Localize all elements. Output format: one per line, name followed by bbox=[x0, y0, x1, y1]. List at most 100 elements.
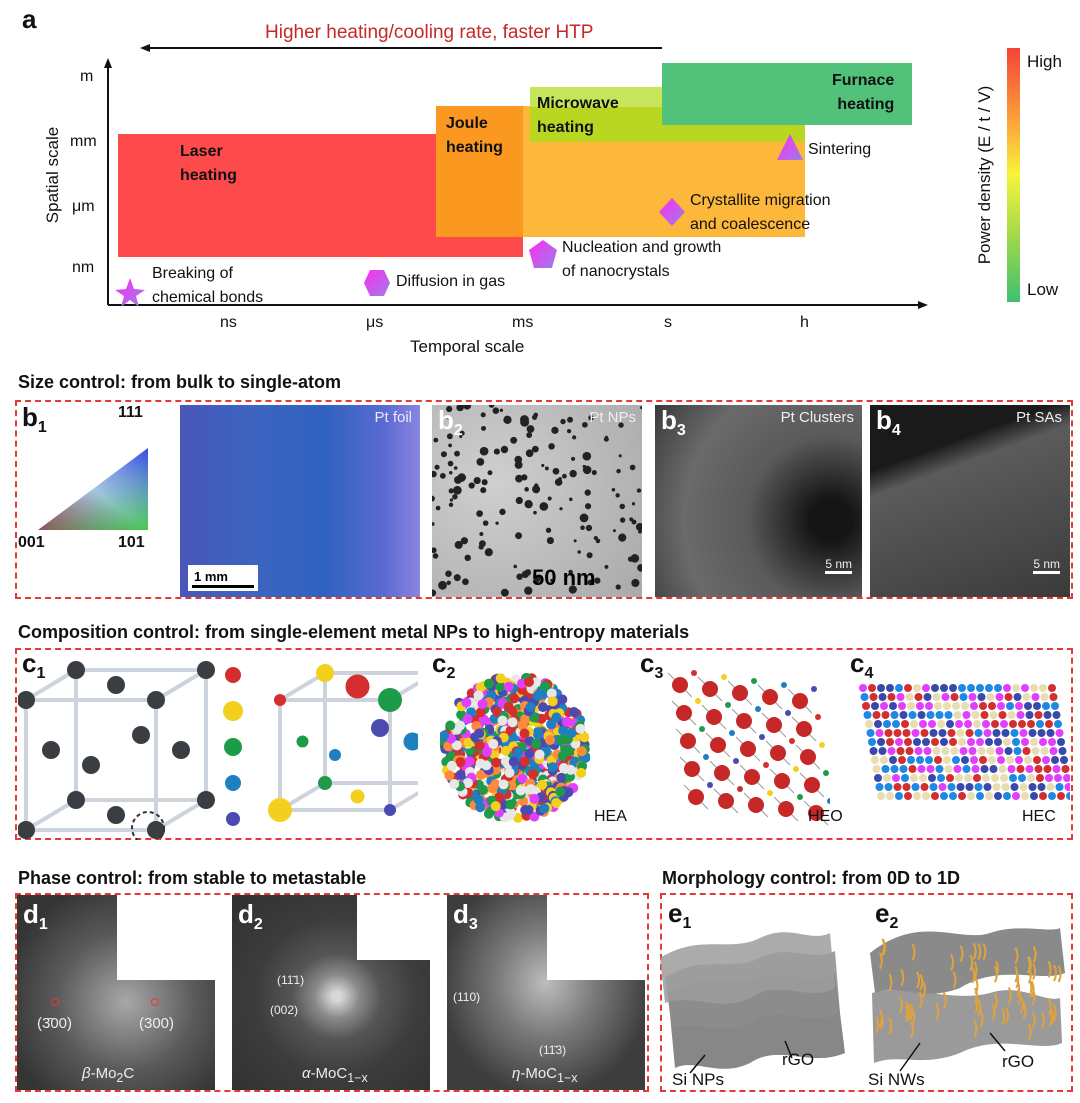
atom bbox=[477, 698, 488, 709]
atom bbox=[1022, 693, 1031, 701]
atom bbox=[976, 792, 984, 800]
atom bbox=[1040, 747, 1049, 755]
oxygen-atom bbox=[684, 761, 700, 777]
atom bbox=[1006, 702, 1014, 710]
nanoparticle bbox=[479, 532, 484, 536]
atom bbox=[950, 693, 959, 701]
nanowire bbox=[935, 1003, 940, 1020]
nanowire bbox=[991, 1004, 996, 1021]
atom bbox=[974, 729, 983, 737]
nanoparticle bbox=[487, 470, 493, 476]
oxygen-atom bbox=[744, 769, 760, 785]
nanowire bbox=[993, 992, 998, 1010]
atom bbox=[1003, 738, 1011, 746]
nanoparticle bbox=[638, 529, 642, 534]
atom bbox=[561, 716, 572, 727]
atom bbox=[1016, 711, 1025, 719]
nanoparticle bbox=[539, 502, 549, 511]
nanowire bbox=[959, 945, 964, 963]
atom bbox=[877, 684, 885, 692]
atom bbox=[371, 719, 389, 737]
atom bbox=[1039, 684, 1047, 692]
atom bbox=[901, 720, 909, 728]
nanoparticle bbox=[492, 407, 500, 414]
atom bbox=[881, 765, 890, 773]
nanoparticle bbox=[579, 513, 589, 523]
atom bbox=[474, 740, 485, 751]
atom bbox=[1000, 720, 1008, 728]
atom bbox=[491, 757, 502, 768]
oxygen-atom bbox=[778, 801, 794, 817]
ipf-label-001: 001 bbox=[18, 534, 45, 551]
atom bbox=[896, 747, 905, 755]
atom bbox=[956, 783, 965, 791]
hea-caption: HEA bbox=[594, 808, 627, 825]
atom bbox=[908, 765, 917, 773]
nanoparticle bbox=[552, 467, 560, 475]
oxygen-atom bbox=[718, 793, 734, 809]
atom bbox=[524, 748, 535, 759]
atom bbox=[1051, 702, 1059, 710]
atom bbox=[1001, 783, 1010, 791]
atom bbox=[922, 792, 930, 800]
atom bbox=[547, 696, 558, 707]
metal-atom bbox=[827, 798, 830, 804]
atom bbox=[917, 711, 926, 719]
nanowire bbox=[1047, 961, 1052, 978]
nanoparticle bbox=[503, 415, 512, 424]
atom bbox=[1045, 720, 1053, 728]
atom bbox=[483, 678, 494, 689]
atom bbox=[919, 774, 927, 782]
atom bbox=[946, 720, 954, 728]
pt-clusters-caption: Pt Clusters bbox=[780, 409, 854, 426]
atom bbox=[519, 756, 530, 767]
nanoparticle bbox=[584, 489, 591, 496]
atom bbox=[875, 729, 884, 737]
heo-caption: HEO bbox=[808, 808, 843, 825]
atom bbox=[949, 792, 957, 800]
atom bbox=[886, 738, 894, 746]
nanoparticle bbox=[586, 552, 593, 559]
atom bbox=[107, 806, 125, 824]
nanoparticle bbox=[445, 570, 452, 578]
nanoparticle bbox=[510, 436, 518, 444]
panel-letter-a: a bbox=[22, 4, 37, 34]
process-label: Crystallite migration and coalescence bbox=[690, 192, 831, 233]
metal-atom bbox=[707, 782, 713, 788]
nanowire bbox=[972, 942, 977, 960]
oxygen-atom bbox=[706, 709, 722, 725]
atom bbox=[928, 774, 936, 782]
nanoparticle bbox=[500, 588, 509, 597]
nanoparticle bbox=[584, 503, 592, 510]
atom bbox=[925, 702, 933, 710]
atom bbox=[1016, 765, 1025, 773]
spot-label: (11̄3) bbox=[539, 1043, 567, 1057]
atom bbox=[902, 729, 911, 737]
oxygen-atom bbox=[792, 693, 808, 709]
atom bbox=[947, 729, 956, 737]
oxygen-atom bbox=[808, 805, 824, 821]
atom bbox=[893, 783, 902, 791]
atom bbox=[475, 707, 486, 718]
atom bbox=[989, 765, 998, 773]
atom bbox=[883, 774, 891, 782]
atom bbox=[991, 720, 999, 728]
atom bbox=[537, 702, 548, 713]
atom bbox=[905, 693, 914, 701]
nanoparticle bbox=[573, 539, 577, 543]
nanoparticle bbox=[484, 548, 493, 557]
atom bbox=[508, 756, 519, 767]
atom bbox=[1022, 747, 1031, 755]
metal-atom bbox=[815, 714, 821, 720]
nanoparticle bbox=[531, 445, 539, 453]
atom bbox=[932, 693, 941, 701]
atom bbox=[979, 702, 987, 710]
atom bbox=[970, 756, 978, 764]
metal-atom bbox=[819, 742, 825, 748]
star-marker-icon bbox=[115, 278, 145, 307]
nanoparticle bbox=[604, 564, 609, 569]
atom bbox=[892, 774, 900, 782]
atom bbox=[889, 702, 897, 710]
process-label: Sintering bbox=[808, 141, 872, 158]
